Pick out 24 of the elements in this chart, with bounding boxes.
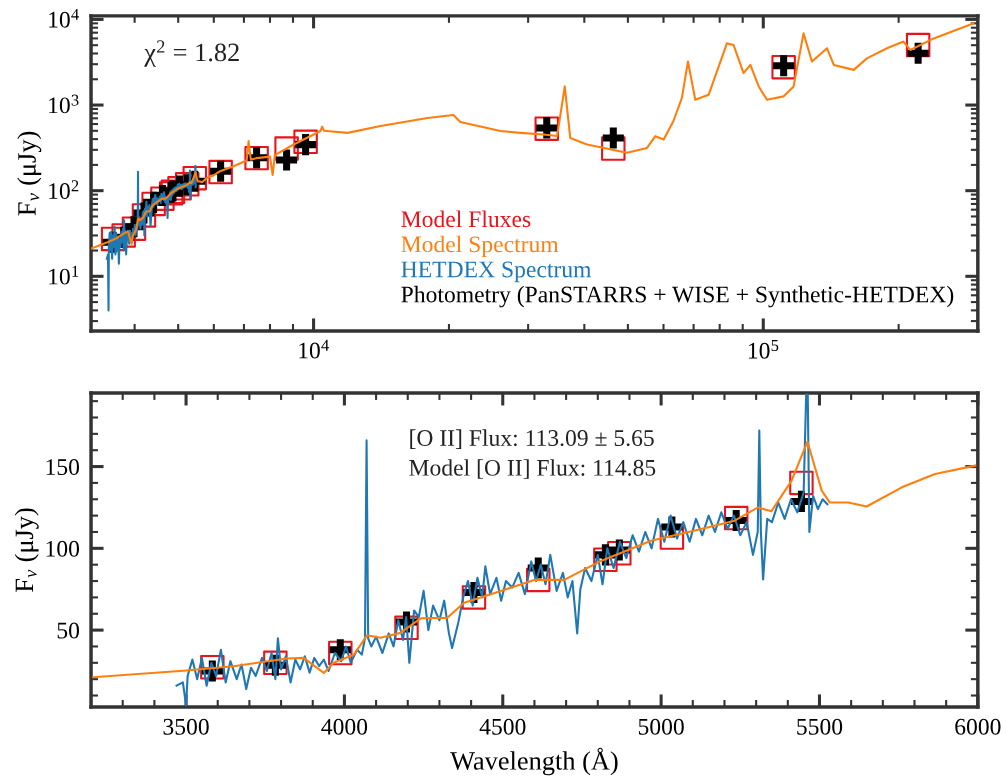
text: Model Spectrum <box>401 235 559 258</box>
y-tick-label: 150 <box>46 459 80 475</box>
x-axis-title: Wavelength (Å) <box>450 747 618 776</box>
text: HETDEX Spectrum <box>401 261 592 283</box>
x-tick-label: 5500 <box>797 718 843 735</box>
y-tick-label: 10$^{3}$ <box>49 94 79 114</box>
x-tick-label: 6000 <box>955 718 1001 735</box>
text: Photometry (PanSTARRS + WISE + Synthetic-HETDEX) <box>401 285 954 308</box>
x-tick-label: 3500 <box>163 718 209 735</box>
x-tick-label: 5000 <box>638 718 684 735</box>
annotation: Model [O II] Flux: 114.85 <box>409 459 656 479</box>
y-tick-label: 50 <box>57 622 80 639</box>
y-tick-label: 100 <box>46 540 80 557</box>
x-tick-label: 4500 <box>479 718 526 735</box>
y-tick-label: 10$^{2}$ <box>49 180 79 199</box>
x-tick-label: 10$^{5}$ <box>748 340 779 359</box>
annotation: χ$^{2}$ = 1.82 <box>144 40 239 67</box>
y-tick-label: 10$^{4}$ <box>49 8 79 28</box>
y-axis-title: F$_{ν}$ (μJy) <box>17 131 42 216</box>
annotation: [O II] Flux: 113.09 ± 5.65 <box>410 429 654 449</box>
x-tick-label: 4000 <box>321 718 368 735</box>
text: Model Fluxes <box>401 210 531 228</box>
y-axis-title: F$_{ν}$ (μJy) <box>14 508 39 592</box>
y-tick-label: 10$^{1}$ <box>49 265 79 285</box>
